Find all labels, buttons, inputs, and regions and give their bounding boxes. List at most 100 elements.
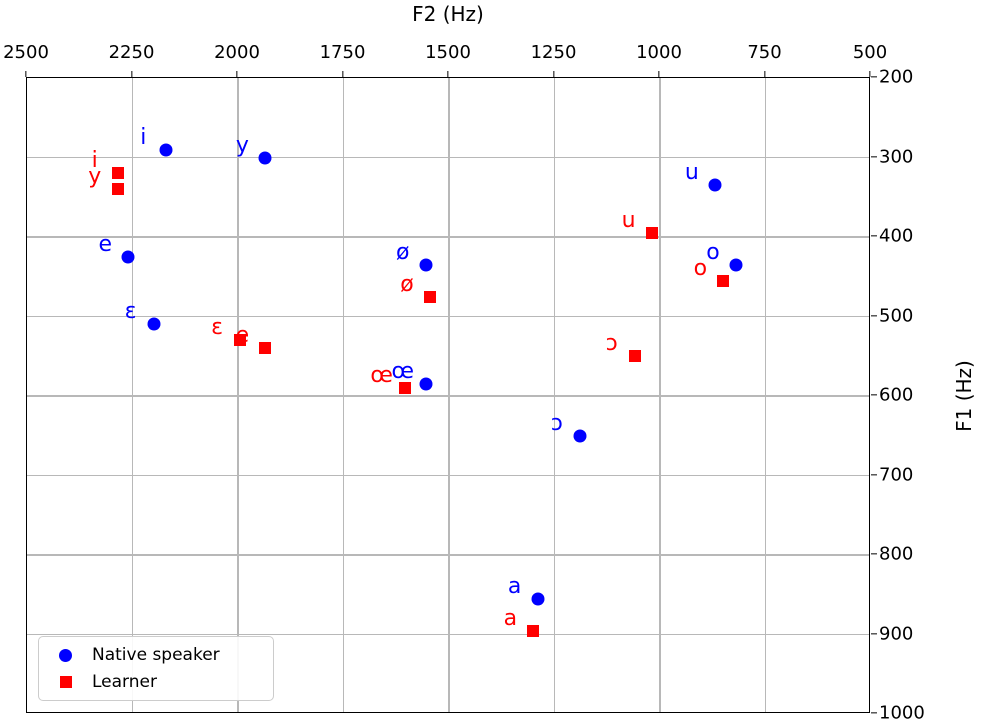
legend-label-native-speaker: Native speaker <box>92 645 220 666</box>
point-native-y <box>258 151 272 164</box>
x-tick-mark-2500 <box>25 71 27 77</box>
vowel-label-learner-ø: ø <box>400 271 414 297</box>
y-tick-label-400: 400 <box>879 225 914 247</box>
x-tick-label-1750: 1750 <box>319 42 366 63</box>
y-tick-label-500: 500 <box>879 305 914 326</box>
point-native-e <box>121 250 135 264</box>
y-tick-label-200: 200 <box>879 66 914 88</box>
y-tick-label-300: 300 <box>879 146 914 167</box>
legend-item-native-speaker: Native speaker <box>39 643 273 668</box>
legend-marker-col <box>39 675 92 688</box>
point-learner-i <box>111 167 124 180</box>
vowel-label-learner-e: e <box>235 323 250 349</box>
y-tick-label-700: 700 <box>879 464 914 485</box>
y-tick-mark-900 <box>871 632 877 635</box>
point-learner-ɔ <box>628 350 641 363</box>
vowel-label-native-o: o <box>706 239 720 265</box>
x-tick-label-750: 750 <box>747 42 782 63</box>
vowel-label-native-œ: œ <box>391 359 415 385</box>
x-tick-label-1500: 1500 <box>425 42 471 63</box>
x-tick-label-2500: 2500 <box>3 42 49 63</box>
point-native-ø <box>419 258 433 272</box>
vowel-label-native-ø: ø <box>396 239 410 265</box>
point-learner-o <box>717 274 730 287</box>
legend-marker-col <box>39 648 92 662</box>
point-learner-œ <box>398 382 411 395</box>
y-tick-mark-800 <box>871 553 877 555</box>
point-native-a <box>531 592 545 606</box>
point-learner-ɛ <box>234 334 247 347</box>
x-tick-mark-1250 <box>552 71 555 77</box>
point-native-i <box>159 143 173 157</box>
gridline-y-900 <box>27 633 869 636</box>
y-tick-mark-700 <box>871 473 877 476</box>
gridline-x-2250 <box>131 78 134 712</box>
x-tick-mark-1000 <box>658 71 660 77</box>
point-native-ɔ <box>573 429 587 443</box>
point-learner-e <box>259 342 272 355</box>
gridline-x-1500 <box>448 78 450 712</box>
vowel-label-native-ɛ: ɛ <box>124 299 137 325</box>
y-axis-title: F1 (Hz) <box>952 360 976 432</box>
vowel-label-native-e: e <box>98 231 113 257</box>
point-native-œ <box>419 377 433 391</box>
native-circle-marker-icon <box>59 648 72 662</box>
gridline-y-400 <box>27 236 869 238</box>
vowel-label-native-u: u <box>684 160 699 186</box>
x-tick-mark-1500 <box>447 71 449 77</box>
legend: Native speaker Learner <box>38 636 274 701</box>
point-native-ɛ <box>147 317 161 331</box>
x-tick-mark-2250 <box>130 71 133 77</box>
vowel-label-learner-y: y <box>88 164 102 190</box>
x-tick-label-500: 500 <box>852 42 888 63</box>
legend-item-learner: Learner <box>39 669 273 694</box>
x-tick-label-1250: 1250 <box>530 42 577 63</box>
gridline-x-1250 <box>553 78 556 712</box>
vowel-label-learner-a: a <box>503 605 518 631</box>
vowel-label-learner-i: i <box>91 148 98 174</box>
y-tick-label-600: 600 <box>879 384 914 406</box>
gridline-y-600 <box>27 395 869 397</box>
x-tick-label-2000: 2000 <box>214 42 260 63</box>
x-tick-label-2250: 2250 <box>108 42 155 63</box>
gridline-x-2000 <box>237 78 239 712</box>
gridline-y-300 <box>27 156 869 159</box>
gridline-y-500 <box>27 315 869 318</box>
point-learner-ø <box>424 290 436 303</box>
y-tick-label-1000: 1000 <box>879 702 925 722</box>
gridline-x-1750 <box>342 78 345 712</box>
point-learner-u <box>645 227 658 240</box>
learner-square-marker-icon <box>59 675 72 688</box>
vowel-label-native-ɔ: ɔ <box>550 410 563 436</box>
x-tick-mark-500 <box>869 71 871 77</box>
vowel-label-learner-u: u <box>621 208 636 234</box>
vowel-label-learner-ɛ: ɛ <box>211 315 224 341</box>
point-learner-a <box>527 624 540 637</box>
x-axis-title: F2 (Hz) <box>412 2 484 26</box>
y-tick-mark-400 <box>871 235 877 237</box>
gridline-x-750 <box>764 78 767 712</box>
point-learner-y <box>111 183 124 196</box>
vowel-label-native-y: y <box>235 132 249 158</box>
vowel-label-learner-œ: œ <box>370 363 393 389</box>
gridline-y-800 <box>27 554 869 556</box>
gridline-y-700 <box>27 474 869 477</box>
x-tick-label-1000: 1000 <box>636 42 682 63</box>
x-tick-mark-750 <box>763 71 766 77</box>
vowel-label-native-i: i <box>140 124 147 150</box>
y-tick-mark-500 <box>871 314 877 317</box>
vowel-label-learner-o: o <box>693 255 708 281</box>
y-tick-mark-200 <box>871 76 877 78</box>
point-native-u <box>708 178 722 192</box>
y-tick-label-900: 900 <box>879 623 914 644</box>
y-tick-label-800: 800 <box>879 543 914 565</box>
y-tick-mark-600 <box>871 394 877 396</box>
y-tick-mark-300 <box>871 155 877 158</box>
y-tick-mark-1000 <box>871 712 877 714</box>
vowel-label-native-a: a <box>507 573 522 599</box>
vowel-label-learner-ɔ: ɔ <box>605 331 618 357</box>
x-tick-mark-1750 <box>341 71 344 77</box>
x-tick-mark-2000 <box>236 71 238 77</box>
